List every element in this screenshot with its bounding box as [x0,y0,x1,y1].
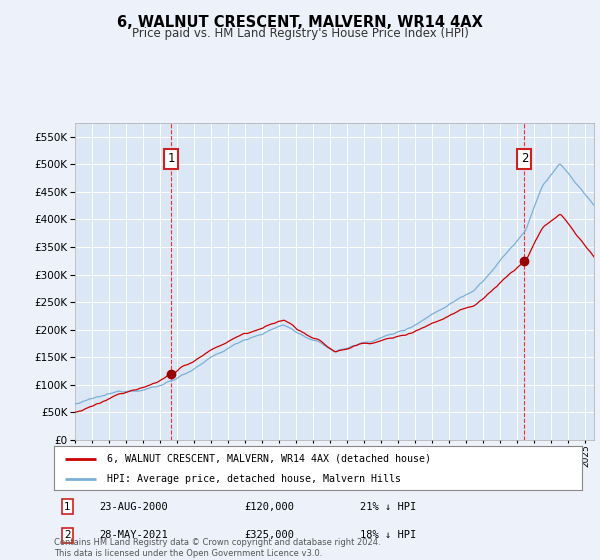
Text: 6, WALNUT CRESCENT, MALVERN, WR14 4AX: 6, WALNUT CRESCENT, MALVERN, WR14 4AX [117,15,483,30]
Text: £120,000: £120,000 [244,502,294,512]
Text: 6, WALNUT CRESCENT, MALVERN, WR14 4AX (detached house): 6, WALNUT CRESCENT, MALVERN, WR14 4AX (d… [107,454,431,464]
Text: 23-AUG-2000: 23-AUG-2000 [99,502,167,512]
Text: Price paid vs. HM Land Registry's House Price Index (HPI): Price paid vs. HM Land Registry's House … [131,27,469,40]
Text: £325,000: £325,000 [244,530,294,540]
Text: 28-MAY-2021: 28-MAY-2021 [99,530,167,540]
Text: 2: 2 [64,530,71,540]
Text: 1: 1 [64,502,71,512]
Text: 2: 2 [521,152,528,165]
Text: HPI: Average price, detached house, Malvern Hills: HPI: Average price, detached house, Malv… [107,474,401,484]
Text: 18% ↓ HPI: 18% ↓ HPI [360,530,416,540]
Text: 21% ↓ HPI: 21% ↓ HPI [360,502,416,512]
Text: Contains HM Land Registry data © Crown copyright and database right 2024.
This d: Contains HM Land Registry data © Crown c… [54,538,380,558]
Text: 1: 1 [167,152,175,165]
